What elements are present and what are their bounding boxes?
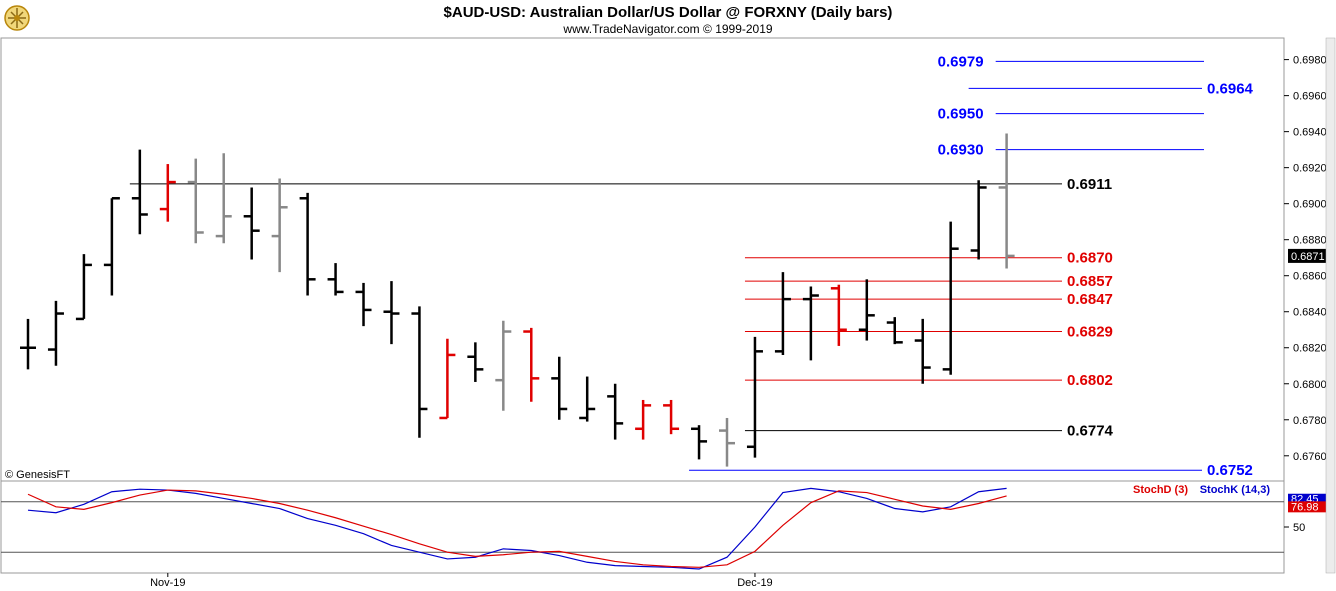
ohlc-bar	[215, 153, 232, 244]
price-axis-label: 0.6860	[1293, 271, 1327, 283]
level-label: 0.6829	[1067, 324, 1113, 341]
ohlc-bar	[746, 336, 763, 458]
ohlc-bar	[187, 158, 204, 244]
stoch-d-tag	[1288, 501, 1326, 513]
level-label: 0.6950	[938, 106, 984, 123]
right-scale-strip[interactable]	[1325, 37, 1336, 574]
x-axis-label: Nov-19	[150, 577, 185, 589]
ohlc-bar	[20, 318, 36, 370]
ohlc-bar	[719, 417, 735, 467]
copyright-label: © GenesisFT	[5, 469, 70, 481]
ohlc-bar	[607, 383, 624, 440]
ohlc-bar	[830, 284, 847, 346]
stoch-d-line	[27, 489, 1007, 568]
level-label: 0.6752	[1207, 462, 1253, 479]
ohlc-bar	[635, 399, 652, 440]
level-label: 0.6911	[1067, 176, 1112, 193]
price-axis-label: 0.6800	[1293, 379, 1327, 391]
ohlc-bar	[411, 306, 428, 438]
ohlc-bar	[271, 178, 288, 273]
ohlc-bar	[691, 425, 708, 460]
ohlc-bar	[858, 279, 875, 341]
ohlc-bar	[942, 221, 959, 375]
ohlc-bar	[551, 356, 568, 420]
ohlc-bar	[579, 376, 596, 422]
legend-stoch-d: StochD (3)	[1133, 484, 1188, 496]
ohlc-bar	[439, 338, 456, 420]
ohlc-bar	[663, 399, 680, 435]
ohlc-bar	[327, 263, 344, 296]
x-axis-label: Dec-19	[737, 577, 772, 589]
ohlc-bar	[47, 300, 64, 366]
price-axis-label: 0.6960	[1293, 91, 1327, 103]
level-label: 0.6964	[1207, 80, 1254, 97]
stochastic-panel	[0, 480, 1285, 574]
ohlc-bar	[159, 164, 176, 222]
ohlc-bar	[299, 192, 316, 296]
stoch-k-tag	[1288, 493, 1326, 505]
ohlc-bar	[243, 187, 260, 260]
chart-subtitle: www.TradeNavigator.com © 1999-2019	[562, 22, 772, 36]
ohlc-bar	[103, 197, 120, 296]
price-axis-label: 0.6820	[1293, 343, 1327, 355]
ohlc-bar	[495, 320, 512, 411]
price-axis-label: 0.6940	[1293, 127, 1327, 139]
ohlc-bar	[998, 133, 1015, 269]
price-axis-label: 0.6780	[1293, 415, 1327, 427]
price-axis-label: 0.6920	[1293, 163, 1327, 175]
ohlc-bar	[355, 282, 372, 327]
legend-stoch-k: StochK (14,3)	[1200, 484, 1271, 496]
price-axis-label: 0.6900	[1293, 199, 1327, 211]
level-label: 0.6774	[1067, 423, 1114, 440]
level-label: 0.6802	[1067, 372, 1113, 389]
price-axis-label: 0.6840	[1293, 307, 1327, 319]
ohlc-bar	[131, 149, 148, 235]
ohlc-bar	[802, 286, 819, 361]
chart-title: $AUD-USD: Australian Dollar/US Dollar @ …	[444, 4, 893, 21]
ohlc-bar	[886, 317, 903, 345]
price-axis-label: 0.6880	[1293, 235, 1327, 247]
last-price-tag	[1288, 248, 1326, 263]
ohlc-bar	[523, 327, 540, 402]
price-axis-label: 0.6980	[1293, 55, 1327, 67]
level-label: 0.6870	[1067, 250, 1113, 267]
last-price-value: 0.6871	[1291, 251, 1325, 263]
stoch-axis-label: 50	[1293, 522, 1305, 534]
stoch-d-value: 76.98	[1291, 501, 1319, 513]
ohlc-bar	[774, 272, 791, 355]
stoch-k-line	[27, 487, 1007, 570]
ohlc-bar	[970, 180, 987, 260]
level-label: 0.6857	[1067, 273, 1113, 290]
level-label: 0.6979	[938, 53, 984, 70]
ohlc-bar	[914, 318, 931, 384]
ohlc-bar	[383, 281, 400, 345]
ohlc-bar	[75, 254, 92, 321]
level-label: 0.6930	[938, 142, 984, 159]
price-axis-label: 0.6760	[1293, 451, 1327, 463]
ohlc-bar	[467, 342, 484, 382]
logo-icon	[4, 5, 30, 31]
level-label: 0.6847	[1067, 291, 1113, 308]
